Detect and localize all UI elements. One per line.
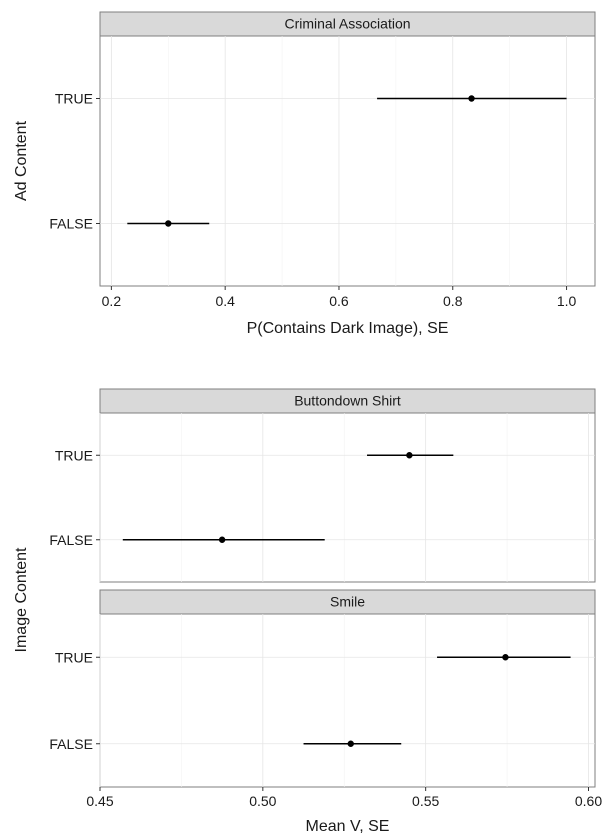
x-tick-label: 0.2 [102,293,122,309]
x-tick-label: 0.45 [86,793,113,809]
y-tick-label: FALSE [49,736,93,752]
x-tick-label: 0.55 [412,793,439,809]
x-tick-label: 0.4 [215,293,235,309]
panel-background [99,613,596,788]
y-tick-label: FALSE [49,216,93,232]
x-tick-label: 1.0 [557,293,577,309]
y-tick-label: FALSE [49,532,93,548]
x-tick-label: 0.60 [575,793,602,809]
y-axis-title: Image Content [13,547,30,653]
x-tick-label: 0.50 [249,793,276,809]
facet-title: Buttondown Shirt [294,393,401,409]
panel-background [99,412,596,583]
facet-title: Smile [330,594,365,610]
data-point [165,220,172,227]
facet-title: Criminal Association [284,16,410,32]
y-tick-label: TRUE [55,447,93,463]
data-point [347,740,354,747]
x-tick-label: 0.6 [329,293,349,309]
x-tick-label: 0.8 [443,293,463,309]
y-axis-title: Ad Content [13,120,30,201]
facet-strip [99,388,596,414]
x-axis-title: P(Contains Dark Image), SE [247,320,449,337]
panel-background [99,35,596,287]
data-point [218,536,226,543]
facet-strip [99,11,596,37]
data-point [468,95,475,102]
data-point [502,654,509,661]
y-tick-label: TRUE [55,91,93,107]
data-point [406,452,413,459]
y-tick-label: TRUE [55,649,93,665]
x-axis-title: Mean V, SE [306,818,390,835]
